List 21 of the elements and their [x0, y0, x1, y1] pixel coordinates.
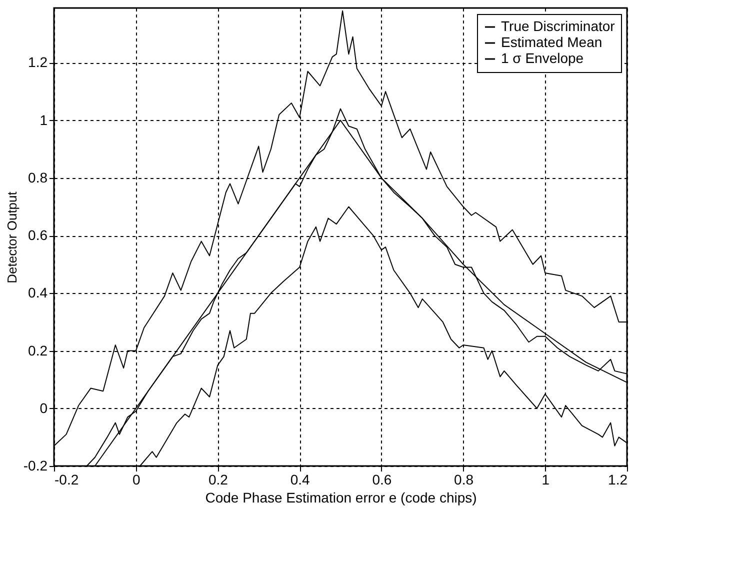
- x-tick-label: -0.2: [54, 472, 79, 488]
- legend-label: Estimated Mean: [501, 34, 602, 50]
- y-tick-label: 1: [40, 112, 48, 128]
- legend-label: 1 σ Envelope: [501, 50, 584, 66]
- y-tick-label: 0.4: [28, 284, 48, 301]
- x-tick-label: 1.2: [608, 472, 628, 488]
- x-axis-title: Code Phase Estimation error e (code chips): [205, 490, 477, 506]
- y-tick-label: 0.2: [28, 342, 48, 358]
- x-tick-label: 0.6: [372, 472, 392, 488]
- x-tick-label: 1: [542, 472, 550, 488]
- y-tick-label: 0.6: [28, 227, 48, 244]
- legend-label: True Discriminator: [501, 18, 616, 34]
- x-tick-label: 0.2: [208, 472, 228, 488]
- y-tick-label: 1.2: [28, 54, 48, 70]
- x-tick-label: 0: [132, 472, 140, 488]
- x-tick-label: 0.8: [454, 472, 474, 488]
- y-axis-title: Detector Output: [4, 191, 20, 284]
- y-tick-label: -0.2: [23, 458, 48, 474]
- y-tick-label: 0.8: [28, 169, 48, 186]
- x-tick-label: 0.4: [290, 472, 310, 488]
- y-tick-label: 0: [40, 400, 48, 416]
